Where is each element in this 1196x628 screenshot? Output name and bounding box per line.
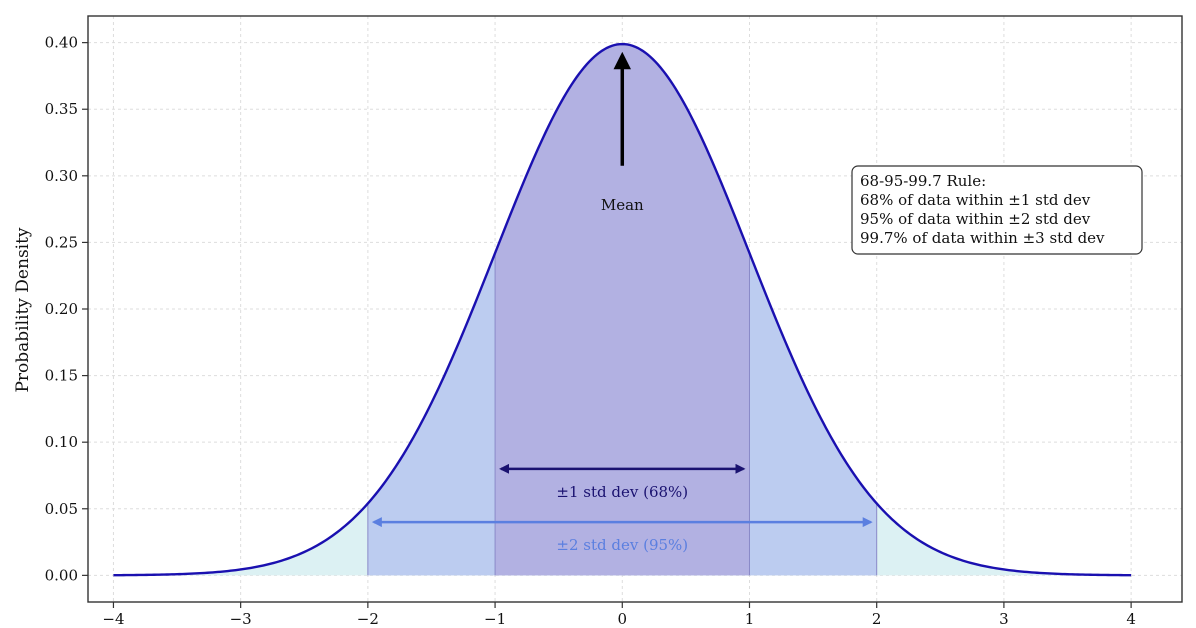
y-axis-label: Probability Density <box>13 227 33 392</box>
x-tick-label: −1 <box>484 610 506 628</box>
x-tick-label: −2 <box>357 610 379 628</box>
x-tick-label: 4 <box>1126 610 1136 628</box>
info-box-line: 68% of data within ±1 std dev <box>860 191 1091 209</box>
y-tick-label: 0.20 <box>45 300 78 318</box>
y-tick-label: 0.40 <box>45 34 78 52</box>
y-tick-label: 0.30 <box>45 167 78 185</box>
y-tick-label: 0.25 <box>45 233 78 251</box>
x-tick-label: 3 <box>999 610 1009 628</box>
x-tick-label: −4 <box>102 610 124 628</box>
pdf-curve-line <box>113 42 1132 577</box>
y-tick-label: 0.15 <box>45 367 78 385</box>
info-box-line: 95% of data within ±2 std dev <box>860 210 1091 228</box>
info-box-frame <box>851 165 1143 255</box>
x-tick-label: 2 <box>872 610 882 628</box>
x-tick-label: 1 <box>745 610 755 628</box>
annotations: Mean ±1 std dev (68%) ±2 std dev (95%) <box>371 51 873 554</box>
y-tick-label: 0.35 <box>45 100 78 118</box>
shaded-regions <box>113 44 1132 576</box>
curve-layer <box>113 42 1132 577</box>
axes <box>82 15 1183 608</box>
y-tick-label: 0.10 <box>45 433 78 451</box>
shaded-region <box>495 44 750 576</box>
info-box: 68-95-99.7 Rule: 68% of data within ±1 s… <box>851 165 1143 255</box>
one-std-label: ±1 std dev (68%) <box>556 483 688 501</box>
x-tick-label: 0 <box>618 610 628 628</box>
info-box-line: 99.7% of data within ±3 std dev <box>860 229 1105 247</box>
x-tick-label: −3 <box>230 610 252 628</box>
info-box-line: 68-95-99.7 Rule: <box>860 172 986 190</box>
tick-labels: −4 −3 −2 −1 0 1 2 3 4 0.00 0.05 0.10 0.15 0.20 0.25 0.3… <box>45 34 1136 628</box>
y-tick-label: 0.05 <box>45 500 78 518</box>
two-std-label: ±2 std dev (95%) <box>556 536 688 554</box>
mean-label: Mean <box>601 196 644 214</box>
y-tick-label: 0.00 <box>45 566 78 584</box>
